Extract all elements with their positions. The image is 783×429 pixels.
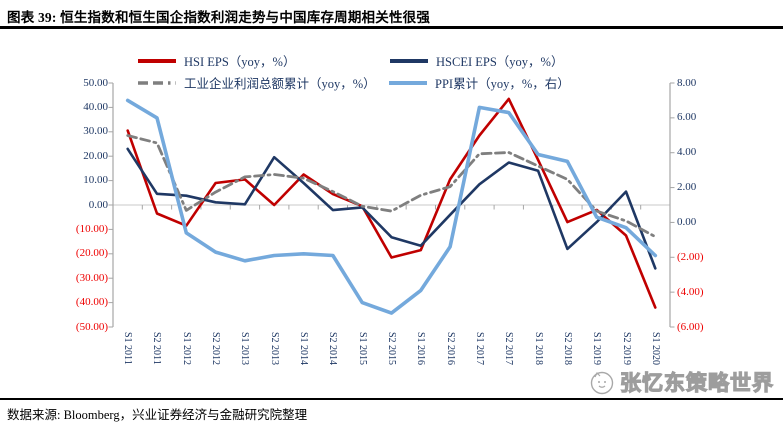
series-line-2 [126,134,657,239]
legend-item-3: PPI累计（yoy，%，右） [388,73,570,92]
x-tick-label: S2 2017 [503,332,515,366]
x-tick-label: S1 2011 [122,332,134,365]
y-tick-label-left: (50.00) [75,320,108,333]
x-tick-label: S1 2017 [473,332,485,366]
x-tick-label: S2 2012 [210,332,222,366]
legend-item-1: HSCEI EPS（yoy，%） [389,51,563,70]
x-tick-label: S1 2015 [356,332,368,366]
y-tick-label-right: 8.00 [677,76,697,89]
legend-label: PPI累计（yoy，%，右） [435,77,570,91]
series-line-1 [126,147,657,270]
title-underline [0,26,783,29]
y-tick-label-left: 30.00 [83,125,108,138]
x-tick-label: S2 2013 [268,332,280,366]
legend-line-swatch [389,80,427,85]
x-tick-label: S1 2016 [415,332,427,366]
y-tick-label-left: 40.00 [83,100,108,113]
brand-text: 张忆东策略世界 [619,370,774,395]
y-tick-label-right: 0.00 [677,215,697,228]
legend-label: HSI EPS（yoy，%） [184,55,296,69]
x-tick-label: S1 2018 [532,332,544,366]
y-tick-label-right: 4.00 [677,146,697,159]
x-tick-label: S1 2013 [239,332,251,366]
y-tick-label-left: 20.00 [83,149,108,162]
x-tick-label: S2 2018 [561,332,573,366]
brand-watermark: 张忆东策略世界 [589,367,774,397]
x-tick-label: S1 2012 [180,332,192,366]
x-tick-label: S1 2020 [649,332,661,366]
y-tick-label-right: 2.00 [677,181,697,194]
legend-label: HSCEI EPS（yoy，%） [436,55,564,69]
data-source-text: 数据来源: Bloomberg，兴业证券经济与金融研究院整理 [7,408,308,422]
x-tick-label: S1 2019 [591,332,603,366]
x-tick-label: S2 2016 [444,332,456,366]
y-tick-label-left: 50.00 [83,76,108,89]
chart-title: 图表 39: 恒生指数和恒生国企指数利润走势与中国库存周期相关性很强 [7,10,431,25]
cat-logo-icon [590,371,614,394]
legend-line-swatch [390,58,428,63]
series-line-3 [125,98,658,315]
y-tick-label-left: (10.00) [75,222,108,235]
footer-rule [0,398,783,400]
x-tick-label: S1 2014 [298,332,310,366]
x-tick-label: S2 2015 [386,332,397,366]
x-tick-label: S2 2019 [620,332,632,366]
y-tick-label-right: (2.00) [677,250,704,263]
x-tick-label: S2 2011 [151,332,163,365]
y-tick-label-right: (6.00) [677,320,704,333]
y-tick-label-left: (30.00) [75,271,108,284]
y-tick-label-right: (4.00) [677,285,704,298]
y-tick-label-left: (40.00) [75,296,108,309]
y-tick-label-left: 0.00 [88,198,108,211]
legend-item-0: HSI EPS（yoy，%） [137,51,295,70]
y-tick-label-right: 6.00 [677,111,697,124]
x-tick-label: S2 2014 [327,332,339,366]
series-line-0 [126,97,657,309]
y-tick-label-left: 10.00 [83,174,108,187]
y-tick-label-left: (20.00) [75,247,108,260]
legend-line-swatch [138,58,176,63]
legend-item-2: 工业企业利润总额累计（yoy，%） [137,73,376,92]
legend-line-swatch [138,80,176,85]
legend-label: 工业企业利润总额累计（yoy，%） [184,77,376,91]
